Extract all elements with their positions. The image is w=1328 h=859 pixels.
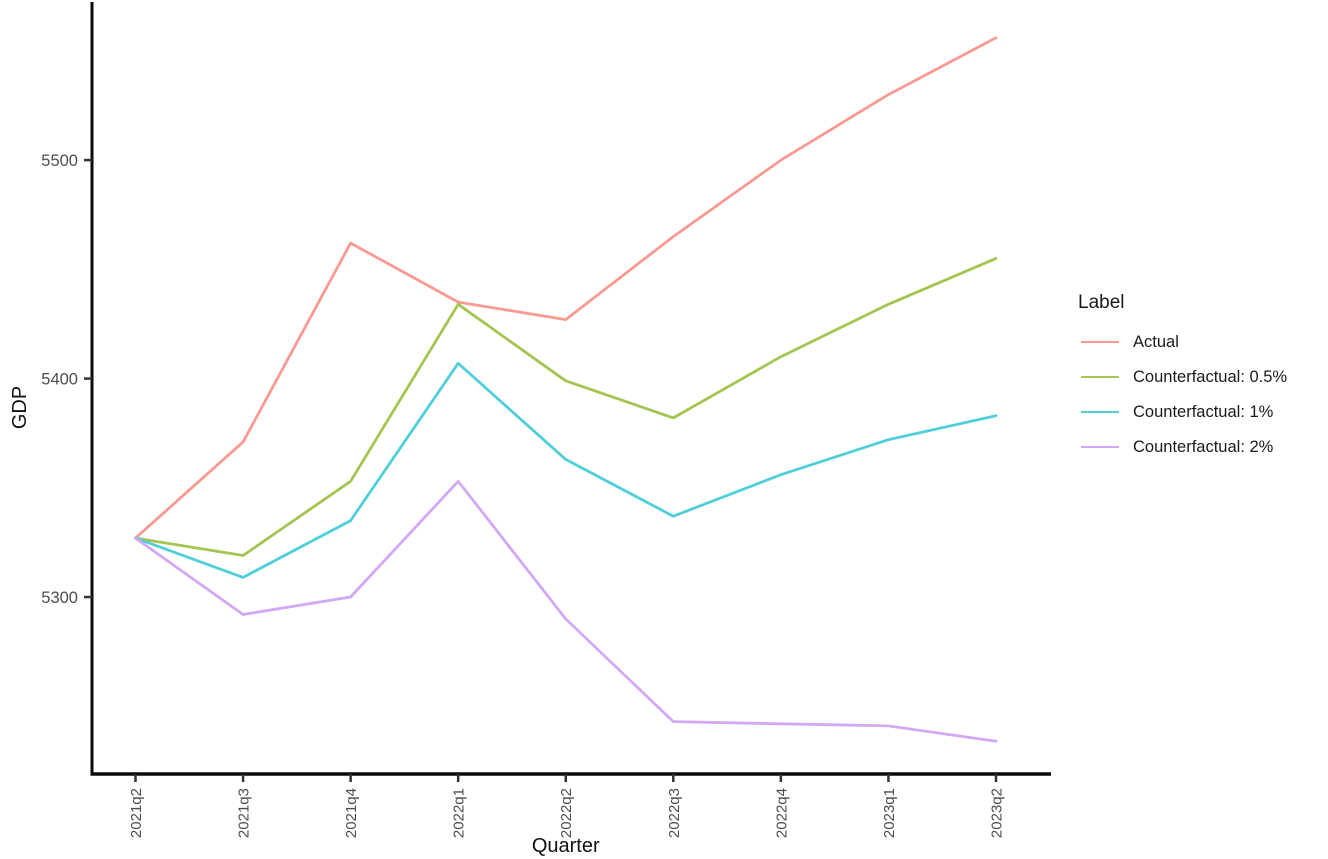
x-tick-label: 2023q2 [988,788,1005,838]
legend-item: Actual [1072,331,1287,353]
legend-title: Label [1078,292,1125,313]
legend-item: Counterfactual: 2% [1072,436,1287,458]
legend-item-label: Counterfactual: 0.5% [1133,367,1288,386]
legend-items: Actual Counterfactual: 0.5% Counterfactual… [1072,331,1287,458]
y-tick-label: 5300 [41,589,78,607]
legend-item-label: Counterfactual: 2% [1133,437,1274,456]
chart-legend: Label Actual Counterfactual: 0.5% Counterf… [1072,292,1287,471]
legend-item-label: Actual [1133,332,1179,351]
legend-key-line [1081,376,1119,378]
series-line-actual [134,36,998,540]
series-line-counterfactual-1 [134,361,998,579]
series-line-counterfactual-0-5 [134,256,998,557]
x-tick-label: 2022q4 [773,788,790,838]
legend-key-line [1081,341,1119,343]
x-tick-label: 2021q2 [128,788,145,838]
x-tick-label: 2022q1 [451,788,468,838]
x-tick-label: 2022q2 [558,788,575,838]
legend-key-line [1081,411,1119,413]
x-tick-label: 2021q3 [236,788,253,838]
y-tick-label: 5500 [41,152,78,170]
x-tick-label: 2023q1 [881,788,898,838]
legend-key-line [1081,446,1119,448]
legend-item: Counterfactual: 1% [1072,401,1287,423]
x-tick-label: 2022q3 [666,788,683,838]
legend-item: Counterfactual: 0.5% [1072,366,1287,388]
x-tick-label: 2021q4 [343,788,360,838]
series-line-counterfactual-2 [134,479,998,743]
legend-item-label: Counterfactual: 1% [1133,402,1274,421]
y-axis-title: GDP [9,386,31,429]
x-axis-title: Quarter [532,835,600,857]
y-tick-label: 5400 [41,371,78,389]
